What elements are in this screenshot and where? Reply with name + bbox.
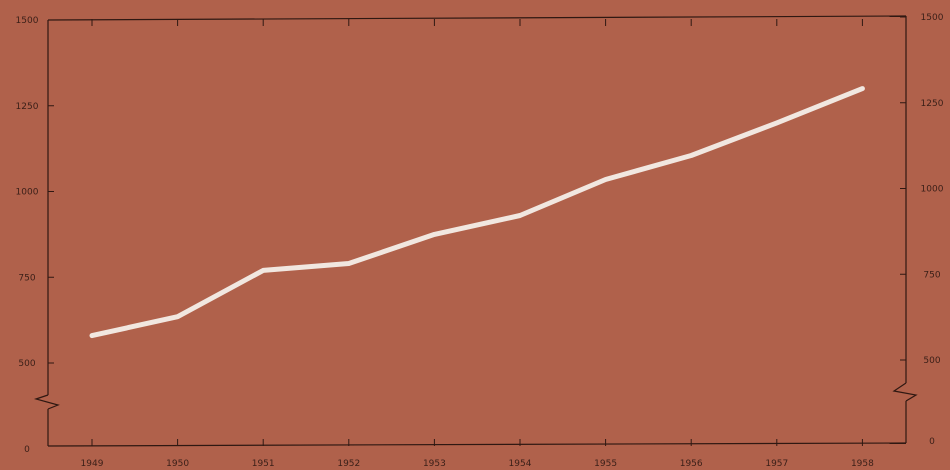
y-tick-label-right-750: 750	[923, 270, 940, 280]
y-tick-label-right-1250: 1250	[921, 99, 944, 109]
x-tick-label-1951: 1951	[252, 459, 275, 469]
y-tick-label-left-1000: 1000	[16, 188, 39, 198]
y-tick-label-left-0: 0	[24, 445, 30, 455]
x-tick-label-1953: 1953	[423, 459, 446, 469]
x-tick-label-1958: 1958	[851, 459, 874, 469]
x-tick-label-1955: 1955	[594, 459, 617, 469]
x-tick-label-1956: 1956	[680, 459, 703, 469]
y-tick-label-right-500: 500	[923, 356, 940, 366]
y-tick-label-left-500: 500	[18, 359, 35, 369]
x-tick-label-1949: 1949	[81, 459, 104, 469]
y-tick-label-left-1500: 1500	[16, 16, 39, 26]
y-tick-label-right-1500: 1500	[921, 13, 944, 23]
x-tick-label-1950: 1950	[166, 459, 189, 469]
x-tick-label-1954: 1954	[509, 459, 532, 469]
x-tick-label-1957: 1957	[765, 459, 788, 469]
left-axis-break	[33, 394, 60, 410]
series-line-0	[89, 86, 865, 339]
x-axis-line	[47, 442, 907, 447]
top-axis-line	[47, 15, 907, 21]
y-tick-label-right-0: 0	[929, 437, 935, 447]
y-tick-label-left-750: 750	[18, 273, 35, 283]
chart-tick-labels: 1949 1950 1951 1952 1953 1954 1955 1956 1957 1958…	[16, 13, 944, 469]
x-tick-label-1952: 1952	[337, 459, 360, 469]
y-tick-label-left-1250: 1250	[16, 102, 39, 112]
chart-ticks	[48, 16, 906, 446]
right-axis-break	[892, 382, 918, 402]
chart-axes	[33, 15, 918, 447]
chart-series	[89, 86, 865, 339]
y-tick-label-right-1000: 1000	[921, 185, 944, 195]
